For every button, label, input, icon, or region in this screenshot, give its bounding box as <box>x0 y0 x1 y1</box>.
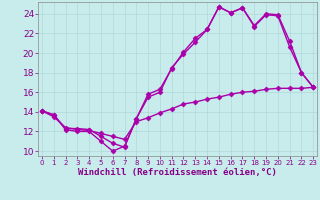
X-axis label: Windchill (Refroidissement éolien,°C): Windchill (Refroidissement éolien,°C) <box>78 168 277 177</box>
